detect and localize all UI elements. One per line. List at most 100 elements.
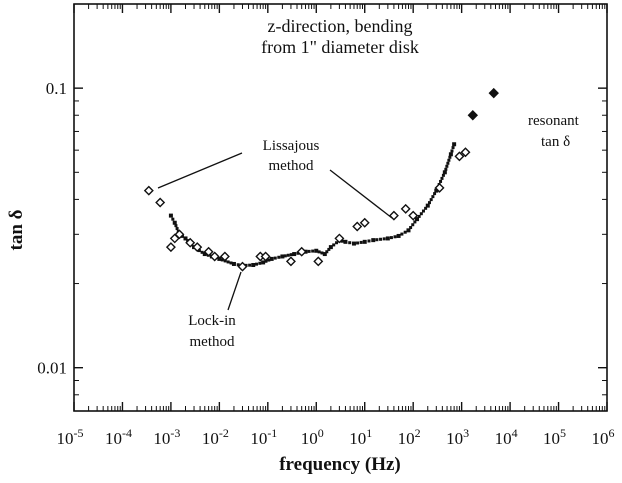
annotation-lissajous-line-1: Lissajous: [263, 138, 320, 154]
lockin-trace-dot: [445, 164, 449, 168]
lockin-trace-dot: [289, 253, 293, 257]
lockin-point: [425, 203, 430, 208]
lockin-trace-dot: [320, 251, 324, 255]
lockin-trace-dot: [175, 227, 179, 231]
lockin-point: [406, 228, 411, 233]
lockin-trace-dot: [332, 243, 336, 247]
leader-lissajous-left: [157, 152, 243, 189]
lockin-trace-dot: [197, 249, 201, 253]
lockin-trace-dot: [450, 149, 454, 153]
lockin-trace-dot: [427, 201, 431, 205]
lockin-trace-dot: [286, 253, 290, 257]
lockin-trace-dot: [375, 238, 379, 242]
annotation-resonant-line-2: tan δ: [541, 134, 570, 150]
x-tick-label: 10-4: [105, 426, 132, 448]
x-tick-label: 10-5: [57, 426, 84, 448]
lockin-trace-dot: [296, 251, 300, 255]
lockin-trace-dot: [417, 214, 421, 218]
lockin-trace-dot: [236, 263, 240, 267]
lockin-point: [396, 233, 401, 238]
y-tick-label: 0.01: [37, 359, 67, 378]
lockin-trace-dot: [200, 250, 204, 254]
lockin-point: [314, 248, 319, 253]
lissajous-point: [460, 147, 471, 158]
x-tick-label: 10-3: [153, 426, 180, 448]
lockin-trace-dot: [325, 250, 329, 254]
lockin-trace-dot: [267, 258, 271, 262]
lissajous-point: [296, 246, 307, 257]
leader-lockin: [227, 271, 242, 311]
lockin-trace-dot: [264, 259, 268, 263]
lockin-point: [434, 188, 439, 193]
lockin-point: [251, 263, 256, 268]
lockin-trace-dot: [248, 263, 252, 267]
y-tick-label: 0.1: [46, 79, 67, 98]
lockin-trace-dot: [220, 258, 224, 262]
x-tick-label: 100: [301, 426, 324, 448]
lissajous-point: [454, 151, 465, 162]
resonant-point: [467, 110, 479, 121]
annotation-resonant-line-1: resonant: [528, 113, 580, 129]
lockin-trace-dot: [419, 212, 423, 216]
lockin-trace-dot: [403, 230, 407, 234]
lockin-point: [328, 245, 333, 250]
lockin-trace-dot: [180, 234, 184, 238]
x-tick-label: 10-1: [250, 426, 277, 448]
lissajous-point: [260, 251, 271, 262]
lockin-trace-dot: [382, 237, 386, 241]
lockin-point: [168, 213, 173, 218]
x-tick-label: 103: [446, 426, 469, 448]
lissajous-point: [143, 185, 154, 196]
lockin-trace-dot: [444, 167, 448, 171]
lockin-trace-dot: [171, 217, 175, 221]
x-tick-label: 106: [592, 426, 615, 448]
lockin-point: [362, 239, 367, 244]
lissajous-point: [237, 261, 248, 272]
lockin-trace-dot: [255, 262, 259, 266]
lissajous-point: [400, 203, 411, 214]
lissajous-point: [155, 197, 166, 208]
x-tick-label: 10-2: [202, 426, 229, 448]
lockin-trace-dot: [431, 195, 435, 199]
lockin-trace-dot: [356, 241, 360, 245]
x-tick-label: 104: [495, 426, 518, 448]
lockin-point: [322, 252, 327, 257]
lockin-trace-dot: [277, 255, 281, 259]
lissajous-point: [203, 246, 214, 257]
lissajous-point: [192, 242, 203, 253]
x-tick-label: 102: [398, 426, 421, 448]
lockin-trace-dot: [359, 240, 363, 244]
lockin-trace-dot: [446, 161, 450, 165]
lockin-trace-dot: [411, 223, 415, 227]
lockin-point: [351, 241, 356, 246]
lockin-trace-dot: [317, 250, 321, 254]
plot-frame: [73, 3, 608, 412]
lockin-trace-dot: [273, 256, 277, 260]
x-axis-title: frequency (Hz): [279, 454, 401, 475]
resonant-point: [488, 87, 499, 99]
lockin-trace-dot: [307, 249, 311, 253]
lissajous-point: [174, 229, 185, 240]
chart-title-line-1: z-direction, bending: [268, 16, 413, 36]
lockin-trace-dot: [441, 173, 445, 177]
annotation-lockin-line-2: method: [190, 334, 235, 350]
y-axis-title: tan δ: [6, 209, 27, 250]
lockin-trace-dot: [348, 241, 352, 245]
lissajous-point: [313, 256, 324, 267]
annotation-lissajous-line-2: method: [269, 158, 314, 174]
lockin-trace-dot: [413, 220, 417, 224]
lissajous-point: [352, 221, 363, 232]
annotation-leaders: [157, 152, 393, 311]
lissajous-point: [185, 237, 196, 248]
lockin-point: [217, 256, 222, 261]
x-tick-label: 101: [349, 426, 372, 448]
lissajous-point: [434, 182, 445, 193]
lissajous-point: [165, 242, 176, 253]
lockin-point: [415, 217, 420, 222]
lockin-trace-dot: [379, 237, 383, 241]
lockin-trace-dot: [451, 146, 455, 150]
chart-title-line-2: from 1" diameter disk: [261, 37, 419, 57]
lissajous-point: [285, 256, 296, 267]
lockin-point: [452, 142, 457, 147]
